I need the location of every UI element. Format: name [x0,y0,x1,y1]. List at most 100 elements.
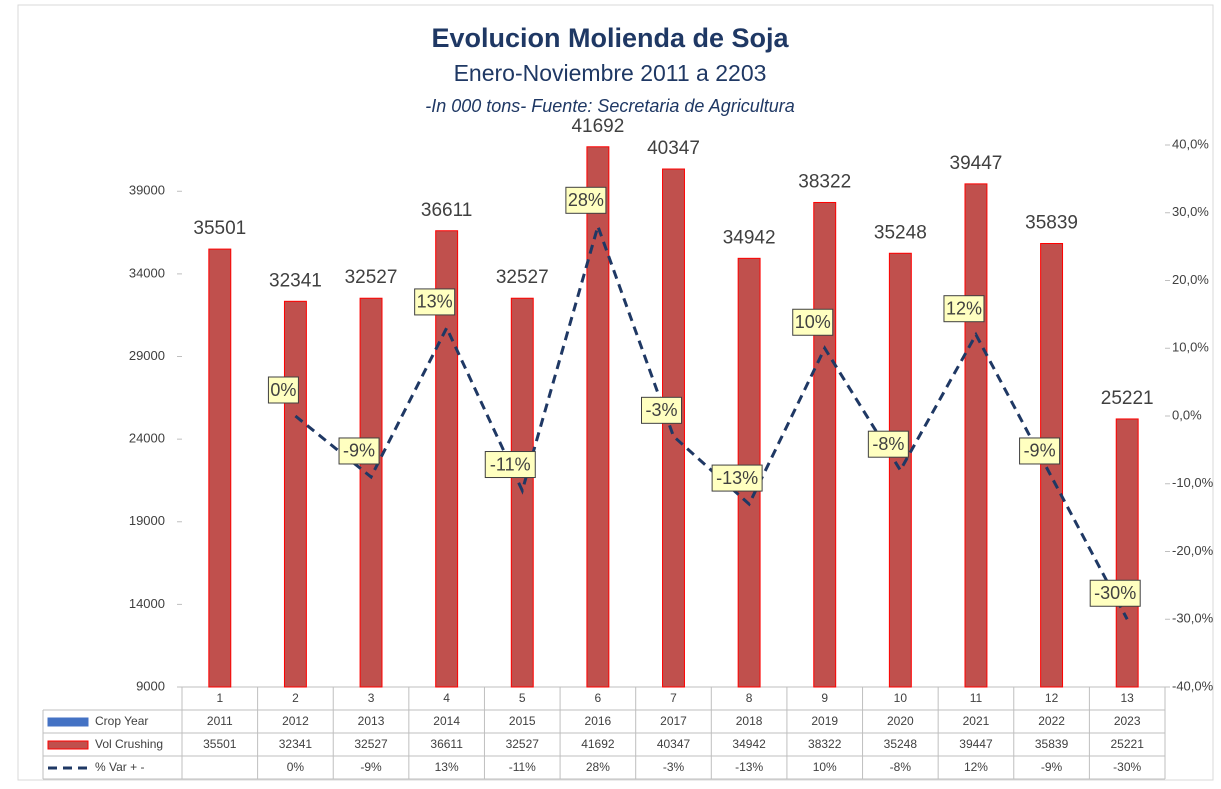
x-tick-label: 11 [970,691,983,705]
table-cell: 2017 [660,714,687,728]
legend-key [47,717,89,727]
table-cell: 2015 [509,714,536,728]
table-cell: 2021 [963,714,990,728]
y-tick-label: 34000 [129,265,165,280]
label-box [1019,437,1061,465]
line-label: -30% [1094,583,1136,603]
line-label: 28% [568,190,604,210]
bar-label: 40347 [647,138,700,159]
label-box [867,430,909,458]
bar [359,297,383,688]
legend-label: % Var + - [95,760,144,774]
bar-label: 32341 [269,270,322,291]
line [294,221,1129,620]
table-cell: 32527 [354,737,388,751]
bar-label: 34942 [723,227,776,248]
bar-label: 25221 [1101,388,1154,409]
y2-tick-label: 40,0% [1172,136,1209,151]
bar-label: 32527 [496,267,549,288]
x-tick-label: 4 [443,691,450,705]
line-label: 12% [946,298,982,318]
table-cell: 2023 [1114,714,1141,728]
table-cell: 0% [287,760,305,774]
y2-tick-label: -20,0% [1172,543,1214,558]
y2-tick-label: 20,0% [1172,272,1209,287]
label-box [792,308,834,336]
bar-label: 38322 [798,171,851,192]
line-label: -11% [490,454,531,474]
line-label: -8% [872,434,904,454]
table-cell: 2019 [811,714,838,728]
bar [435,230,459,688]
chart-subtitle: Enero-Noviembre 2011 a 2203 [454,60,767,86]
y-tick-label: 9000 [136,678,165,693]
x-tick-label: 6 [595,691,602,705]
bar [1115,418,1139,688]
table-cell: 13% [435,760,459,774]
label-box [641,396,682,424]
table-cell: -13% [735,760,763,774]
line-label: -9% [1024,441,1056,461]
label-box [338,437,380,465]
y2-tick-label: 10,0% [1172,340,1209,355]
bar [813,201,837,688]
bar [662,168,685,688]
bar-label: 35839 [1025,213,1078,234]
table-cell: -30% [1113,760,1141,774]
x-tick-label: 2 [292,691,299,705]
table-cell: 35248 [884,737,918,751]
bar [1040,243,1064,688]
y-tick-label: 24000 [129,431,165,446]
table-cell: 2011 [207,714,233,728]
table-cell: 41692 [581,737,615,751]
table-cell: 25221 [1111,737,1145,751]
x-tick-label: 1 [216,691,223,705]
table-cell: 39447 [959,737,993,751]
x-tick-label: 10 [894,691,908,705]
label-box [414,288,456,316]
y2-tick-label: -10,0% [1172,475,1214,490]
line-label: -13% [716,468,758,488]
bar [964,183,988,688]
legend-label: Crop Year [95,714,148,728]
legend-key [47,740,89,750]
table-cell: 2016 [585,714,612,728]
x-tick-label: 12 [1045,691,1059,705]
label-box [484,451,536,479]
table-cell: 12% [964,760,988,774]
table-cell: 10% [813,760,837,774]
table-cell: 35501 [203,737,237,751]
y2-tick-label: -40,0% [1172,678,1214,693]
line-label: 10% [795,312,831,332]
table-cell: 40347 [657,737,691,751]
x-tick-label: 9 [821,691,828,705]
table-cell: -9% [360,760,382,774]
line-label: -3% [645,400,677,420]
y2-tick-label: 0,0% [1172,407,1202,422]
line-label: 13% [417,292,453,312]
legend-label: Vol Crushing [95,737,163,751]
label-box [711,464,763,492]
label-box [1089,579,1141,607]
bar-label: 36611 [421,200,472,221]
bar [888,252,912,688]
bar-label: 32527 [345,267,398,288]
table-cell: -11% [509,760,536,774]
table-cell: 34942 [732,737,766,751]
table-cell: 2012 [282,714,309,728]
table-cell: 2022 [1038,714,1065,728]
table-cell: -9% [1041,760,1063,774]
table-cell: 36611 [430,737,463,751]
x-tick-label: 13 [1121,691,1135,705]
table-cell: 2013 [358,714,385,728]
chart-note: -In 000 tons- Fuente: Secretaria de Agri… [425,96,795,116]
x-tick-label: 5 [519,691,526,705]
bar [586,146,610,688]
table-cell: 32341 [279,737,313,751]
y2-tick-label: 30,0% [1172,204,1209,219]
chart-title: Evolucion Molienda de Soja [431,23,789,53]
label-box [565,186,607,214]
table-cell: 2018 [736,714,763,728]
table-cell: 2020 [887,714,914,728]
